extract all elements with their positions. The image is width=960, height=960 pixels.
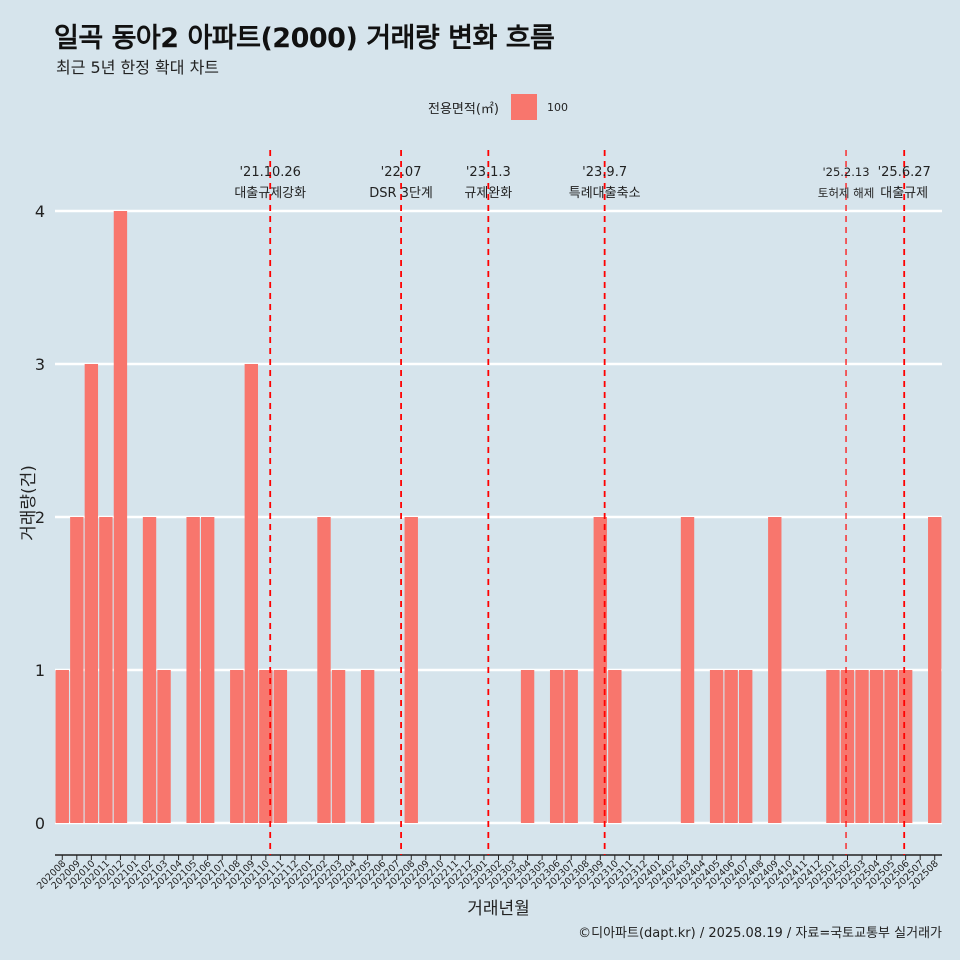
bar <box>855 670 869 823</box>
event-name-label: 대출규제 <box>880 186 928 201</box>
event-date-label: '23.1.3 <box>466 165 511 180</box>
bar <box>360 670 375 823</box>
bar <box>898 670 913 823</box>
event-name-label: 대출규제강화 <box>234 186 306 201</box>
event-date-label: '21.10.26 <box>239 165 300 180</box>
bar <box>273 670 288 823</box>
event-date-label: '23.9.7 <box>582 165 627 180</box>
bar <box>200 517 215 823</box>
y-tick-label: 1 <box>35 661 45 680</box>
y-tick-label: 2 <box>35 508 45 527</box>
bar <box>564 670 578 823</box>
x-axis-title: 거래년월 <box>467 899 530 919</box>
bar <box>520 670 535 823</box>
bar <box>884 670 898 823</box>
legend-key-swatch <box>510 94 537 120</box>
event-name-label: DSR 3단계 <box>369 186 433 201</box>
event-date-label: '25.2.13 <box>822 165 869 179</box>
chart-subtitle: 최근 5년 한정 확대 차트 <box>56 58 220 77</box>
source-credit: ©디아파트(dapt.kr) / 2025.08.19 / 자료=국토교통부 실… <box>578 926 942 941</box>
bar <box>55 670 69 823</box>
bar <box>230 670 244 823</box>
bar <box>404 517 418 823</box>
bar <box>680 517 695 823</box>
bar <box>244 364 258 823</box>
y-tick-label: 0 <box>35 814 45 833</box>
event-date-label: '22.07 <box>381 165 422 180</box>
bar <box>317 517 331 823</box>
bar <box>142 517 157 823</box>
bar <box>331 670 346 823</box>
bar <box>593 517 607 823</box>
bar <box>724 670 738 823</box>
bar <box>928 517 942 823</box>
bar <box>186 517 200 823</box>
bar <box>99 517 113 823</box>
y-axis-title: 거래량(건) <box>19 465 39 541</box>
bar <box>709 670 724 823</box>
y-tick-label: 4 <box>35 202 45 221</box>
bar <box>259 670 273 823</box>
legend: 전용면적(㎡) 100 <box>428 94 568 120</box>
bar <box>768 517 782 823</box>
bar <box>157 670 171 823</box>
legend-title: 전용면적(㎡) <box>428 101 499 117</box>
event-name-label: 특례대출축소 <box>569 186 641 201</box>
bar <box>84 364 99 823</box>
bar <box>840 670 855 823</box>
bar <box>70 517 84 823</box>
legend-item-label: 100 <box>546 100 568 114</box>
y-tick-label: 3 <box>35 355 45 374</box>
bar <box>739 670 753 823</box>
bar <box>869 670 884 823</box>
chart-title: 일곡 동아2 아파트(2000) 거래량 변화 흐름 <box>54 23 555 54</box>
event-name-label: 규제완화 <box>464 186 512 201</box>
event-name-label: 토허제 해제 <box>818 186 875 200</box>
bar <box>608 670 622 823</box>
bar <box>549 670 564 823</box>
event-date-label: '25.6.27 <box>878 165 931 180</box>
bar <box>113 211 128 823</box>
bar <box>826 670 840 823</box>
